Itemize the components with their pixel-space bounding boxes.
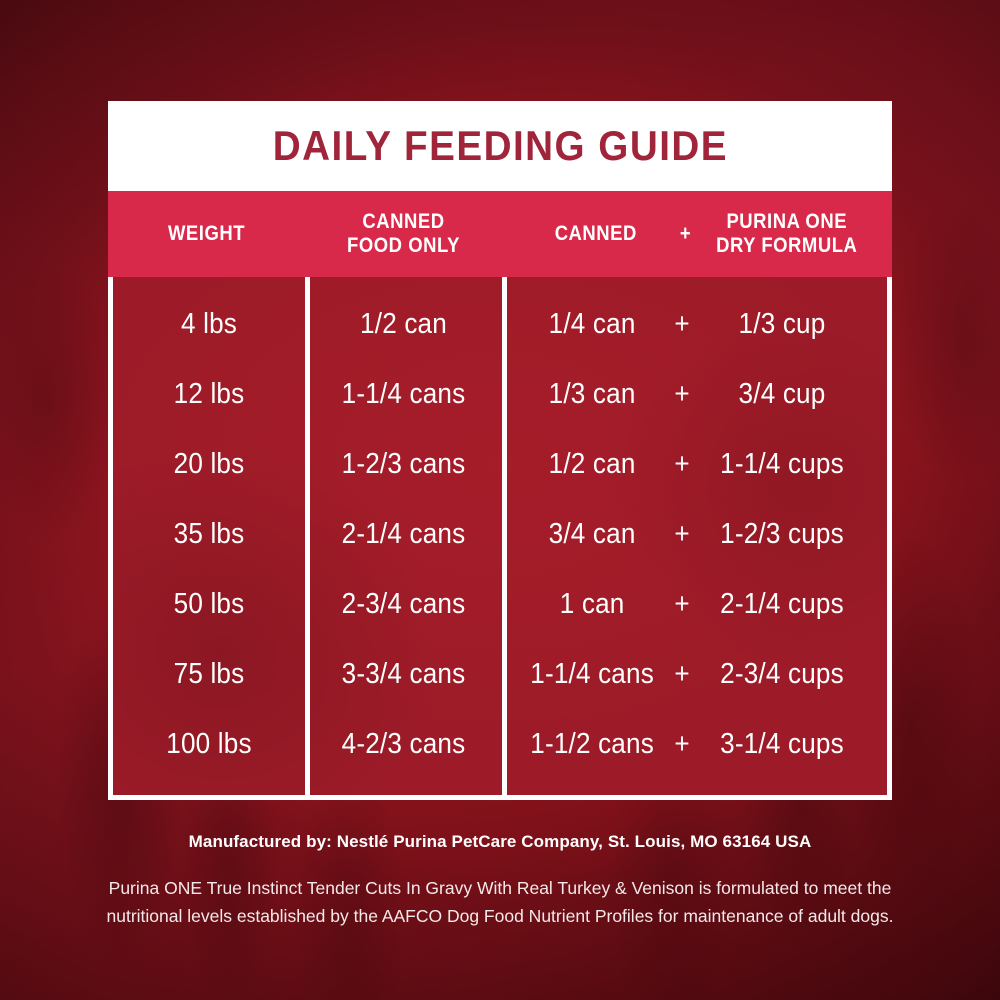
cell-weight: 12 lbs (173, 377, 245, 410)
column-header-canned-food-only: CANNED FOOD ONLY (317, 210, 490, 259)
cell-weight: 75 lbs (173, 657, 245, 690)
cell-plus-sign: + (674, 657, 690, 690)
cell-combination: 1/3 can + 3/4 cup (521, 378, 863, 411)
column-divider-2 (502, 277, 507, 795)
cell-canned: 1-1/2 cans (530, 727, 654, 760)
column-header-plus-sign: + (679, 221, 692, 245)
cell-canned: 1/4 can (548, 307, 636, 340)
cell-plus-sign: + (674, 447, 690, 480)
table-header-row: WEIGHT CANNED FOOD ONLY CANNED + PURINA … (108, 191, 892, 277)
cell-combination: 1 can + 2-1/4 cups (521, 588, 863, 621)
cell-combination: 1/4 can + 1/3 cup (521, 308, 863, 341)
cell-combination: 1-1/2 cans + 3-1/4 cups (521, 728, 863, 761)
column-header-weight: WEIGHT (120, 222, 293, 246)
column-header-canned-food-only-line1: CANNED (362, 209, 445, 233)
cell-combination: 1-1/4 cans + 2-3/4 cups (521, 658, 863, 691)
cell-plus-sign: + (674, 377, 690, 410)
column-header-canned-food-only-line2: FOOD ONLY (347, 234, 460, 257)
feeding-table-body: 4 lbs 1/2 can 1/4 can + 1/3 cup 12 lbs 1… (108, 277, 892, 800)
cell-canned-only: 3-3/4 cans (341, 657, 466, 690)
table-row: 12 lbs 1-1/4 cans 1/3 can + 3/4 cup (113, 359, 887, 429)
cell-weight: 20 lbs (173, 447, 245, 480)
page-title: DAILY FEEDING GUIDE (272, 122, 728, 169)
cell-dry: 1-1/4 cups (720, 447, 844, 480)
cell-plus-sign: + (674, 727, 690, 760)
cell-dry: 2-1/4 cups (720, 587, 844, 620)
cell-canned-only: 1-2/3 cans (341, 447, 466, 480)
cell-plus-sign: + (674, 307, 690, 340)
footer: Manufactured by: Nestlé Purina PetCare C… (60, 832, 940, 931)
cell-canned-only: 4-2/3 cans (341, 727, 466, 760)
table-row: 35 lbs 2-1/4 cans 3/4 can + 1-2/3 cups (113, 499, 887, 569)
cell-canned: 1-1/4 cans (530, 657, 654, 690)
cell-canned: 1 can (559, 587, 625, 620)
column-header-dry-formula-line1: PURINA ONE (726, 209, 848, 233)
table-row: 20 lbs 1-2/3 cans 1/2 can + 1-1/4 cups (113, 429, 887, 499)
cell-canned-only: 2-1/4 cans (341, 517, 466, 550)
cell-canned: 3/4 can (548, 517, 636, 550)
column-header-canned: CANNED (554, 221, 637, 245)
cell-dry: 2-3/4 cups (720, 657, 844, 690)
column-divider-1 (305, 277, 310, 795)
cell-combination: 3/4 can + 1-2/3 cups (521, 518, 863, 551)
cell-canned: 1/3 can (548, 377, 636, 410)
table-row: 100 lbs 4-2/3 cans 1-1/2 cans + 3-1/4 cu… (113, 709, 887, 779)
cell-weight: 35 lbs (173, 517, 245, 550)
cell-dry: 3/4 cup (738, 377, 826, 410)
cell-plus-sign: + (674, 587, 690, 620)
cell-weight: 100 lbs (166, 727, 252, 760)
feeding-guide-card: DAILY FEEDING GUIDE WEIGHT CANNED FOOD O… (108, 101, 892, 800)
cell-canned-only: 1-1/4 cans (341, 377, 466, 410)
title-strip: DAILY FEEDING GUIDE (108, 101, 892, 191)
column-header-dry-formula: PURINA ONE DRY FORMULA (705, 210, 869, 259)
cell-dry: 3-1/4 cups (720, 727, 844, 760)
column-header-combination: CANNED + PURINA ONE DRY FORMULA (525, 210, 868, 259)
cell-canned-only: 2-3/4 cans (341, 587, 466, 620)
cell-dry: 1-2/3 cups (720, 517, 844, 550)
cell-weight: 50 lbs (173, 587, 245, 620)
table-row: 75 lbs 3-3/4 cans 1-1/4 cans + 2-3/4 cup… (113, 639, 887, 709)
cell-combination: 1/2 can + 1-1/4 cups (521, 448, 863, 481)
manufacturer-line: Manufactured by: Nestlé Purina PetCare C… (188, 832, 812, 851)
cell-dry: 1/3 cup (738, 307, 826, 340)
table-row: 4 lbs 1/2 can 1/4 can + 1/3 cup (113, 289, 887, 359)
legal-statement: Purina ONE True Instinct Tender Cuts In … (106, 878, 894, 927)
column-header-dry-formula-line2: DRY FORMULA (716, 234, 858, 257)
cell-weight: 4 lbs (180, 307, 238, 340)
table-row: 50 lbs 2-3/4 cans 1 can + 2-1/4 cups (113, 569, 887, 639)
column-header-weight-label: WEIGHT (167, 221, 246, 245)
cell-canned: 1/2 can (548, 447, 636, 480)
cell-canned-only: 1/2 can (360, 307, 447, 340)
cell-plus-sign: + (674, 517, 690, 550)
